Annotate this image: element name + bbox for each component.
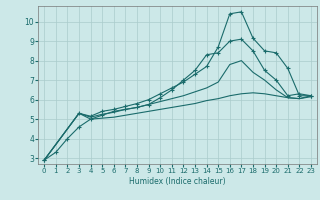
X-axis label: Humidex (Indice chaleur): Humidex (Indice chaleur) xyxy=(129,177,226,186)
